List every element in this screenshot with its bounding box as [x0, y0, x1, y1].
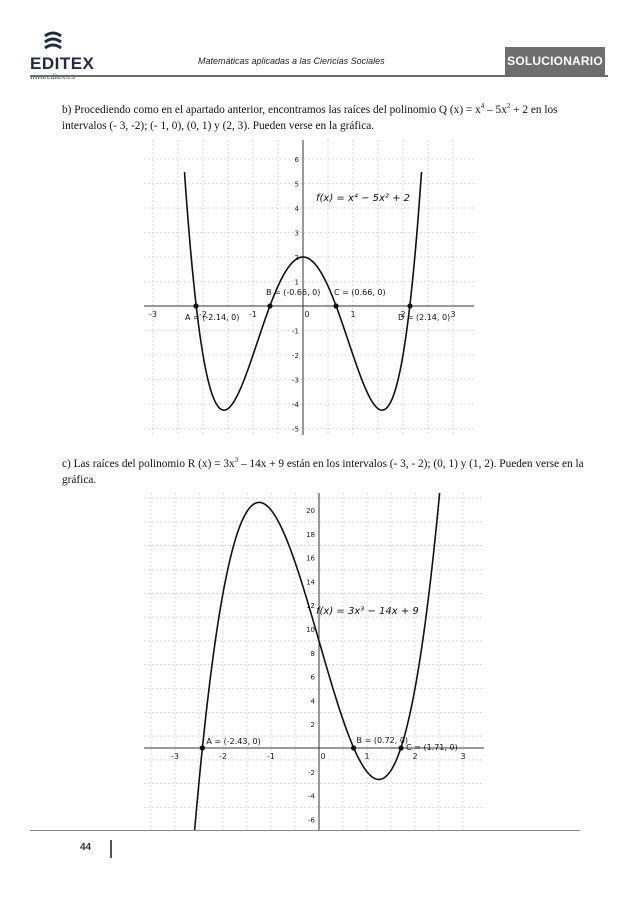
x-tick-label: 2	[412, 752, 417, 761]
root-point-label: A = (-2.14, 0)	[185, 313, 239, 322]
y-tick-label: -5	[292, 426, 299, 434]
book-title: Matemáticas aplicadas a las Ciencias Soc…	[198, 56, 385, 66]
root-point-label: D = (2.14, 0)	[398, 313, 450, 322]
footer-bar	[110, 840, 112, 858]
root-point-label: B = (0.72, 0)	[357, 736, 409, 745]
y-tick-label: 16	[306, 555, 315, 563]
root-point-label: C = (0.66, 0)	[334, 288, 386, 297]
y-tick-label: -3	[292, 377, 299, 385]
paragraph-c: c) Las raíces del polinomio R (x) = 3x3 …	[62, 452, 592, 488]
paragraph-b-text-3: + 2 en los intervalos (- 3, -2); (- 1, 0…	[62, 103, 558, 132]
y-tick-label: 1	[295, 279, 299, 287]
root-point	[398, 745, 404, 751]
footer-divider	[30, 830, 580, 831]
editex-logo: EDITEX www.editex.es	[30, 30, 100, 85]
root-point	[193, 303, 199, 309]
editex-logo-icon	[44, 31, 62, 50]
x-tick-label: -3	[171, 752, 179, 761]
function-curve	[193, 493, 441, 831]
y-tick-label: 2	[311, 721, 315, 729]
x-tick-label: 0	[320, 752, 325, 761]
root-point	[407, 303, 413, 309]
paragraph-b-text-1: b) Procediendo como en el apartado anter…	[62, 103, 481, 116]
root-point	[267, 303, 273, 309]
header-divider	[30, 75, 608, 77]
function-formula: f(x) = x⁴ − 5x² + 2	[316, 192, 410, 204]
x-tick-label: 3	[450, 310, 455, 319]
y-tick-label: -4	[292, 401, 300, 409]
y-tick-label: 12	[306, 602, 315, 610]
paragraph-b-exp-2: 2	[506, 102, 511, 110]
y-tick-label: 18	[306, 531, 315, 539]
y-tick-label: 6	[295, 156, 300, 164]
y-tick-label: 10	[306, 626, 315, 634]
y-tick-label: -2	[292, 352, 299, 360]
root-point	[199, 745, 205, 751]
x-tick-label: -2	[219, 752, 227, 761]
x-tick-label: 1	[350, 310, 355, 319]
root-point	[350, 745, 357, 751]
x-tick-label: -1	[267, 752, 275, 761]
paragraph-c-text-2: – 14x + 9 están en los intervalos (- 3, …	[62, 457, 584, 486]
solucionario-badge: SOLUCIONARIO	[505, 47, 605, 75]
paragraph-c-exp-1: 3	[234, 456, 239, 464]
root-point-label: C = (1.71, 0)	[406, 743, 458, 752]
paragraph-b-exp-1: 4	[480, 102, 485, 110]
y-tick-label: 8	[311, 650, 315, 658]
page-header: EDITEX www.editex.es Matemáticas aplicad…	[0, 0, 638, 90]
x-tick-label: 3	[460, 752, 465, 761]
y-tick-label: -4	[308, 793, 316, 801]
paragraph-b: b) Procediendo como en el apartado anter…	[62, 98, 592, 134]
y-tick-label: -2	[308, 769, 315, 777]
y-tick-label: 4	[295, 205, 300, 213]
logo-url: www.editex.es	[30, 74, 75, 81]
root-point	[333, 303, 339, 309]
y-tick-label: -1	[292, 328, 299, 336]
x-tick-label: -2	[199, 310, 207, 319]
logo-text: EDITEX	[30, 54, 95, 73]
root-point-label: A = (-2.43, 0)	[206, 737, 260, 746]
x-tick-label: -1	[249, 310, 257, 319]
y-tick-label: -6	[308, 816, 316, 824]
y-tick-label: 20	[306, 507, 315, 515]
y-tick-label: 4	[311, 697, 316, 705]
function-curve	[183, 172, 423, 411]
x-tick-label: -3	[149, 310, 157, 319]
paragraph-b-text-2: – 5x	[484, 103, 507, 116]
page-number: 44	[80, 842, 92, 853]
y-tick-label: 3	[295, 230, 299, 238]
y-tick-label: 6	[311, 674, 316, 682]
y-tick-label: 14	[306, 578, 315, 586]
function-formula: f(x) = 3x³ − 14x + 9	[316, 606, 419, 617]
x-tick-label: 0	[304, 310, 309, 319]
x-tick-label: 1	[364, 752, 369, 761]
x-tick-label: 2	[400, 310, 405, 319]
paragraph-c-text-1: c) Las raíces del polinomio R (x) = 3x	[62, 457, 235, 470]
y-tick-label: 5	[295, 181, 299, 189]
root-point-label: B = (-0.66, 0)	[266, 288, 320, 297]
